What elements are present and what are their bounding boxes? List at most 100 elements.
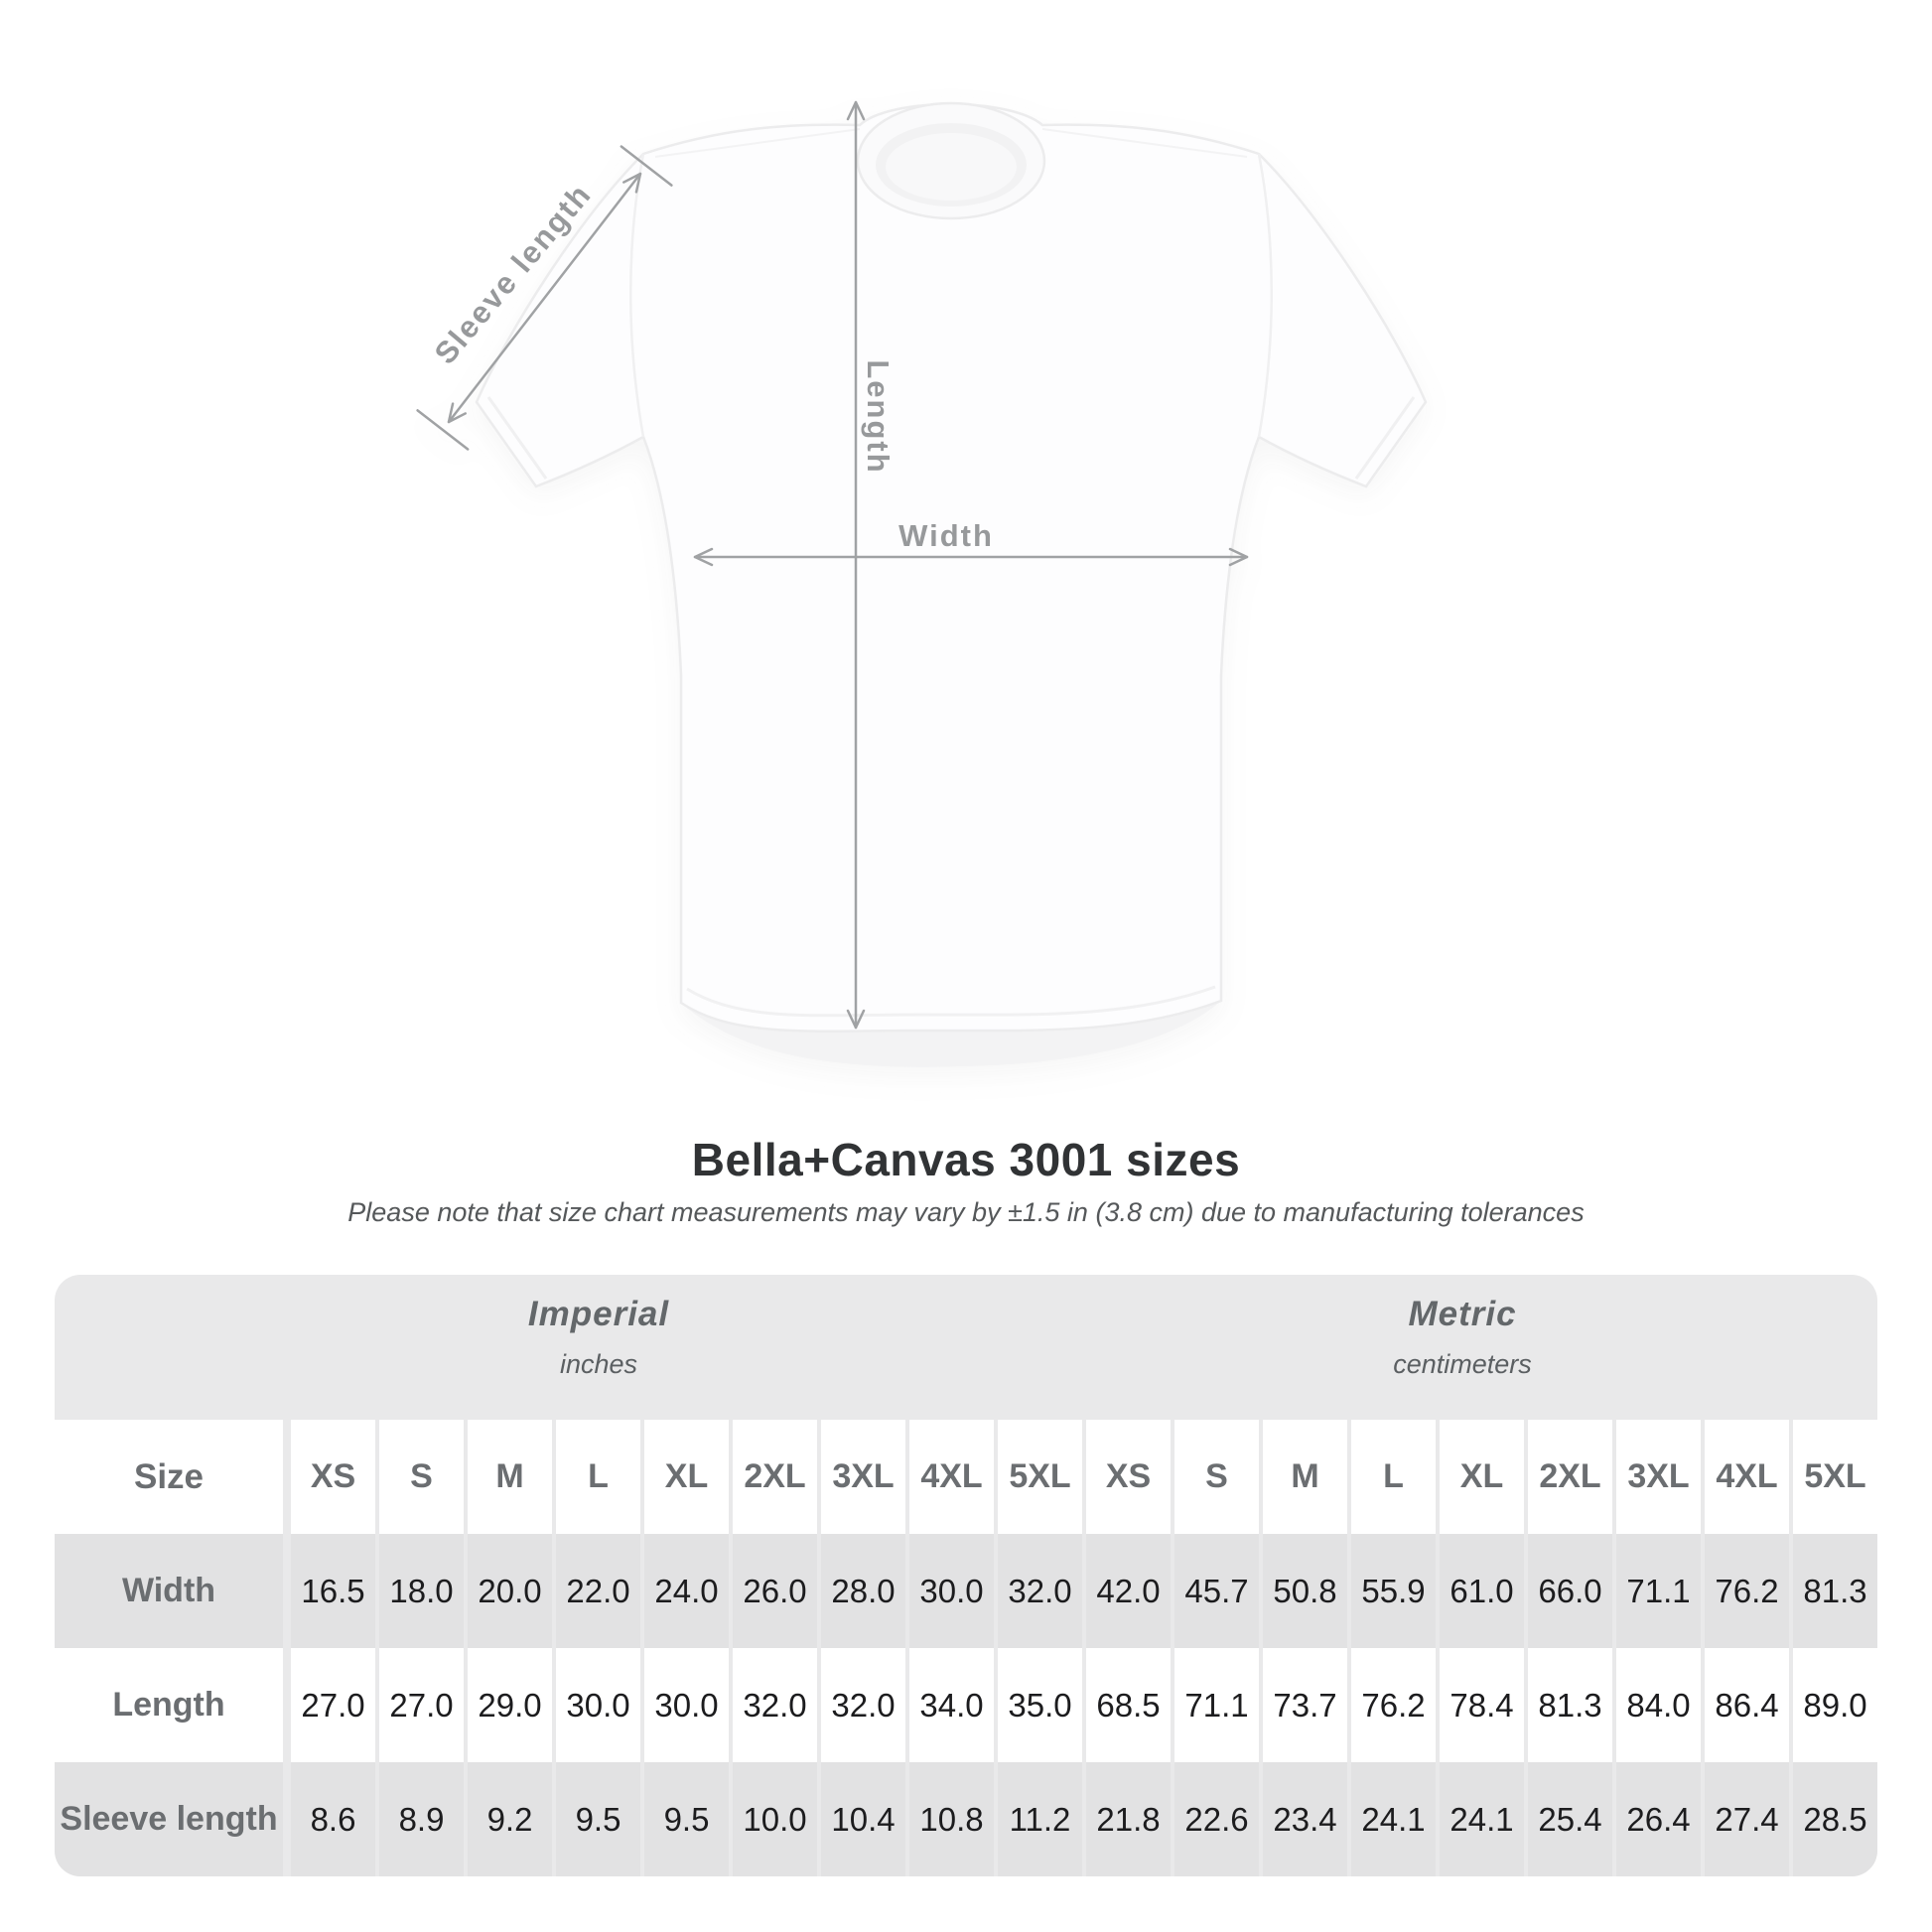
unit-group-metric: Metric centimeters: [1393, 1295, 1532, 1380]
value-cell: 27.4: [1705, 1762, 1789, 1876]
value-cell: 50.8: [1263, 1534, 1347, 1648]
size-col-header: L: [556, 1420, 640, 1534]
width-arrow: [693, 547, 1249, 567]
value-cell: 35.0: [998, 1648, 1082, 1762]
value-cell: 66.0: [1528, 1534, 1612, 1648]
table-row-width: Width 16.5 18.0 20.0 22.0 24.0 26.0 28.0…: [55, 1534, 1877, 1648]
value-cell: 68.5: [1086, 1648, 1171, 1762]
value-cell: 76.2: [1351, 1648, 1436, 1762]
value-cell: 45.7: [1174, 1534, 1259, 1648]
value-cell: 71.1: [1174, 1648, 1259, 1762]
size-col-header: L: [1351, 1420, 1436, 1534]
value-cell: 24.0: [644, 1534, 729, 1648]
row-label: Sleeve length: [55, 1762, 283, 1876]
size-col-header: XS: [291, 1420, 375, 1534]
value-cell: 22.0: [556, 1534, 640, 1648]
size-col-header: XL: [1440, 1420, 1524, 1534]
length-arrow: [846, 100, 866, 1030]
size-col-header: 3XL: [1616, 1420, 1701, 1534]
value-cell: 78.4: [1440, 1648, 1524, 1762]
value-cell: 76.2: [1705, 1534, 1789, 1648]
value-cell: 32.0: [733, 1648, 817, 1762]
unit-group-band: Imperial inches Metric centimeters: [55, 1275, 1877, 1420]
size-col-header: M: [468, 1420, 552, 1534]
value-cell: 81.3: [1793, 1534, 1877, 1648]
value-cell: 30.0: [556, 1648, 640, 1762]
unit-group-name: Metric: [1408, 1295, 1517, 1333]
table-row-sleeve-length: Sleeve length 8.6 8.9 9.2 9.5 9.5 10.0 1…: [55, 1762, 1877, 1876]
size-header-row: Size XS S M L XL 2XL 3XL 4XL 5XL XS S M …: [55, 1420, 1877, 1534]
unit-group-name: Imperial: [527, 1295, 670, 1333]
value-cell: 27.0: [291, 1648, 375, 1762]
value-cell: 30.0: [909, 1534, 994, 1648]
value-cell: 32.0: [821, 1648, 905, 1762]
cuff-seam-right: [1354, 396, 1416, 480]
size-col-header: S: [1174, 1420, 1259, 1534]
row-label: Width: [55, 1534, 283, 1648]
value-cell: 55.9: [1351, 1534, 1436, 1648]
tshirt-diagram: Sleeve length Length Width: [377, 69, 1549, 1092]
value-cell: 24.1: [1440, 1762, 1524, 1876]
hem-seam: [686, 985, 1216, 1018]
value-cell: 81.3: [1528, 1648, 1612, 1762]
value-cell: 25.4: [1528, 1762, 1612, 1876]
value-cell: 22.6: [1174, 1762, 1259, 1876]
value-cell: 42.0: [1086, 1534, 1171, 1648]
value-cell: 18.0: [379, 1534, 464, 1648]
cuff-seam-left: [486, 396, 548, 480]
armhole-seam-right: [1257, 153, 1273, 438]
table-row-length: Length 27.0 27.0 29.0 30.0 30.0 32.0 32.…: [55, 1648, 1877, 1762]
value-cell: 84.0: [1616, 1648, 1701, 1762]
value-cell: 73.7: [1263, 1648, 1347, 1762]
value-cell: 30.0: [644, 1648, 729, 1762]
tshirt-body: [475, 102, 1428, 1034]
width-label: Width: [898, 518, 994, 553]
value-cell: 28.5: [1793, 1762, 1877, 1876]
value-cell: 89.0: [1793, 1648, 1877, 1762]
unit-group-imperial: Imperial inches: [528, 1295, 669, 1380]
size-col-header: S: [379, 1420, 464, 1534]
size-col-header: 5XL: [1793, 1420, 1877, 1534]
length-label: Length: [861, 359, 896, 475]
value-cell: 10.4: [821, 1762, 905, 1876]
value-cell: 29.0: [468, 1648, 552, 1762]
size-col-header: 4XL: [909, 1420, 994, 1534]
tshirt-back-hem: [681, 1001, 1221, 1067]
value-cell: 10.0: [733, 1762, 817, 1876]
value-cell: 27.0: [379, 1648, 464, 1762]
row-label: Length: [55, 1648, 283, 1762]
value-cell: 16.5: [291, 1534, 375, 1648]
value-cell: 10.8: [909, 1762, 994, 1876]
value-cell: 20.0: [468, 1534, 552, 1648]
sleeve-length-arrow: [416, 145, 673, 451]
size-header: Size: [55, 1420, 283, 1534]
size-col-header: M: [1263, 1420, 1347, 1534]
shoulder-seam-right: [1041, 128, 1248, 158]
value-cell: 32.0: [998, 1534, 1082, 1648]
value-cell: 28.0: [821, 1534, 905, 1648]
page-title: Bella+Canvas 3001 sizes: [691, 1134, 1241, 1185]
value-cell: 26.0: [733, 1534, 817, 1648]
size-col-header: 3XL: [821, 1420, 905, 1534]
size-col-header: 5XL: [998, 1420, 1082, 1534]
unit-group-unit: inches: [559, 1349, 638, 1379]
collar-inside-fabric: [886, 133, 1017, 201]
value-cell: 61.0: [1440, 1534, 1524, 1648]
size-col-header: 4XL: [1705, 1420, 1789, 1534]
size-table: Imperial inches Metric centimeters Size …: [55, 1275, 1877, 1876]
value-cell: 71.1: [1616, 1534, 1701, 1648]
value-cell: 34.0: [909, 1648, 994, 1762]
value-cell: 21.8: [1086, 1762, 1171, 1876]
value-cell: 9.2: [468, 1762, 552, 1876]
shoulder-seam-left: [654, 128, 861, 158]
size-col-header: 2XL: [733, 1420, 817, 1534]
value-cell: 26.4: [1616, 1762, 1701, 1876]
size-col-header: XL: [644, 1420, 729, 1534]
value-cell: 9.5: [644, 1762, 729, 1876]
tshirt-graphic: [416, 100, 1428, 1067]
value-cell: 11.2: [998, 1762, 1082, 1876]
unit-group-unit: centimeters: [1393, 1349, 1532, 1379]
value-cell: 8.6: [291, 1762, 375, 1876]
value-cell: 8.9: [379, 1762, 464, 1876]
